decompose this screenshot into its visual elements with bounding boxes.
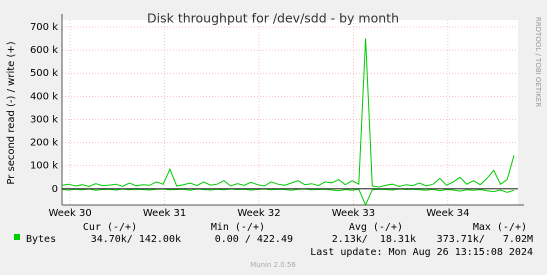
- chart-title: Disk throughput for /dev/sdd - by month: [147, 11, 399, 26]
- series-line: [61, 38, 515, 188]
- plot-area: [62, 20, 518, 205]
- x-tick-label: Week 32: [237, 208, 280, 219]
- legend-cell: 34.70k/ 142.00k: [91, 234, 181, 245]
- y-tick-label: 600 k: [30, 45, 58, 56]
- y-tick-label: 300 k: [30, 114, 58, 125]
- x-tick-label: Week 33: [332, 208, 375, 219]
- y-tick-label: 700 k: [30, 22, 58, 33]
- x-tick-label: Week 30: [48, 208, 91, 219]
- side-text: RRDTOOL / TOBI OETIKER: [534, 17, 542, 107]
- footer: Munin 2.0.56: [250, 261, 296, 269]
- y-tick-label: 200 k: [30, 138, 58, 149]
- legend-cell: 0.00 / 422.49: [215, 234, 293, 245]
- y-tick-label: 500 k: [30, 68, 58, 79]
- legend-row-label: Bytes: [26, 234, 56, 245]
- legend-swatch: [14, 234, 20, 240]
- x-tick-label: Week 31: [143, 208, 186, 219]
- y-axis-label: Pr second read (-) / write (+): [6, 41, 17, 184]
- legend-cell: 373.71k/ 7.02M: [437, 234, 533, 245]
- y-tick-label: 400 k: [30, 91, 58, 102]
- x-tick-label: Week 34: [426, 208, 469, 219]
- y-tick-label: 0: [52, 184, 58, 195]
- y-tick-label: 100 k: [30, 161, 58, 172]
- legend-header: Min (-/+): [211, 222, 265, 233]
- last-update: Last update: Mon Aug 26 13:15:08 2024: [310, 247, 533, 258]
- legend-header: Avg (-/+): [349, 222, 403, 233]
- legend-header: Max (-/+): [473, 222, 527, 233]
- legend-cell: 2.13k/ 18.31k: [332, 234, 416, 245]
- series-line: [61, 188, 515, 207]
- legend-header: Cur (-/+): [83, 222, 137, 233]
